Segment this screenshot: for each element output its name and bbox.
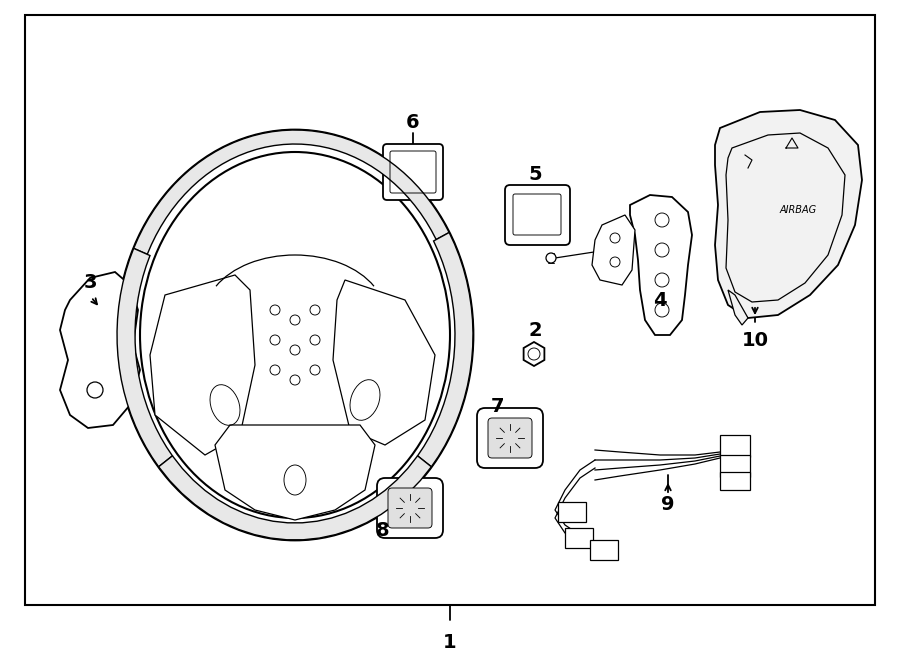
- Ellipse shape: [140, 152, 450, 518]
- Polygon shape: [728, 290, 748, 325]
- Text: 7: 7: [491, 397, 505, 416]
- FancyBboxPatch shape: [565, 528, 593, 548]
- Polygon shape: [117, 249, 173, 467]
- FancyBboxPatch shape: [558, 502, 586, 522]
- Polygon shape: [726, 133, 845, 302]
- Circle shape: [655, 303, 669, 317]
- Polygon shape: [630, 195, 692, 335]
- Bar: [25, 15, 875, 605]
- Polygon shape: [715, 110, 862, 318]
- Circle shape: [610, 257, 620, 267]
- Circle shape: [87, 382, 103, 398]
- Ellipse shape: [117, 130, 473, 540]
- Polygon shape: [150, 275, 255, 455]
- Polygon shape: [215, 425, 375, 520]
- Circle shape: [546, 253, 556, 263]
- Text: 4: 4: [653, 290, 667, 309]
- Polygon shape: [592, 215, 635, 285]
- Ellipse shape: [180, 245, 410, 445]
- Text: 10: 10: [742, 330, 769, 350]
- FancyBboxPatch shape: [590, 540, 618, 560]
- FancyBboxPatch shape: [488, 418, 532, 458]
- FancyBboxPatch shape: [720, 472, 750, 490]
- FancyBboxPatch shape: [377, 478, 443, 538]
- FancyBboxPatch shape: [720, 455, 750, 477]
- Polygon shape: [524, 342, 544, 366]
- Text: AIRBAG: AIRBAG: [779, 205, 816, 215]
- FancyBboxPatch shape: [477, 408, 543, 468]
- Text: 3: 3: [83, 274, 97, 293]
- Polygon shape: [418, 233, 473, 467]
- Text: 5: 5: [528, 165, 542, 184]
- Text: 9: 9: [662, 496, 675, 514]
- Text: 1: 1: [443, 633, 457, 652]
- Polygon shape: [60, 272, 140, 428]
- Text: 6: 6: [406, 112, 419, 132]
- FancyBboxPatch shape: [505, 185, 570, 245]
- FancyBboxPatch shape: [383, 144, 443, 200]
- FancyBboxPatch shape: [388, 488, 432, 528]
- Text: 2: 2: [528, 321, 542, 340]
- Polygon shape: [134, 130, 449, 254]
- Polygon shape: [158, 456, 431, 540]
- Text: 8: 8: [376, 520, 390, 539]
- Circle shape: [655, 243, 669, 257]
- Polygon shape: [333, 280, 435, 445]
- Circle shape: [655, 213, 669, 227]
- Circle shape: [655, 273, 669, 287]
- FancyBboxPatch shape: [720, 435, 750, 457]
- Circle shape: [610, 233, 620, 243]
